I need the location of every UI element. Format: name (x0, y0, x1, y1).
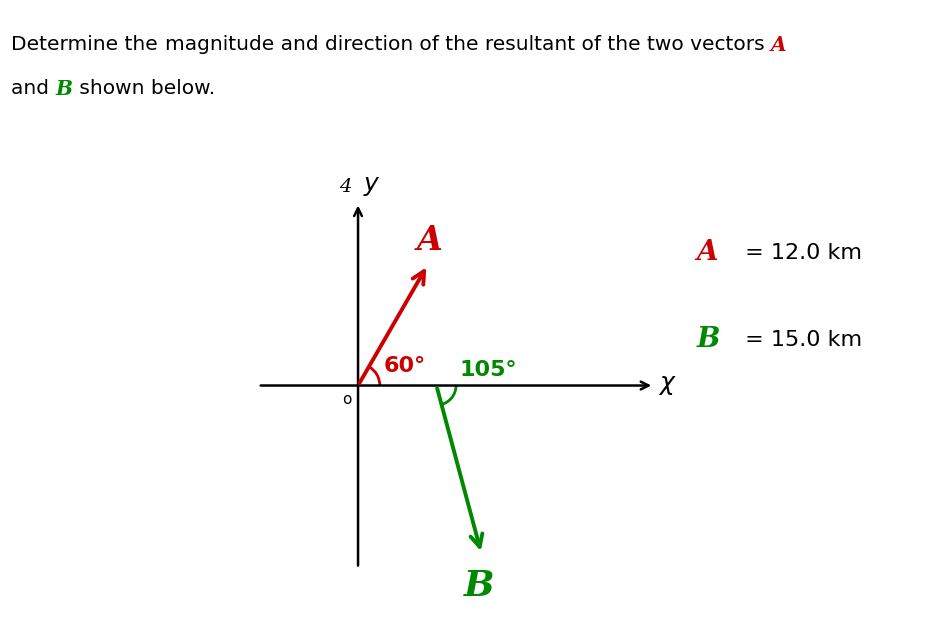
Text: and: and (11, 79, 56, 98)
Text: o: o (342, 392, 352, 407)
Text: = 12.0 km: = 12.0 km (738, 243, 863, 263)
Text: of the resultant of the two vectors: of the resultant of the two vectors (412, 35, 770, 54)
Text: 60°: 60° (383, 356, 426, 376)
Text: = 15.0 km: = 15.0 km (738, 330, 863, 349)
Text: $\chi$: $\chi$ (658, 374, 677, 397)
Text: B: B (464, 569, 495, 603)
Text: shown below.: shown below. (73, 79, 215, 98)
Text: A: A (417, 224, 443, 257)
Text: B: B (696, 326, 720, 353)
Text: 105°: 105° (459, 360, 517, 380)
Text: A: A (696, 240, 718, 266)
Text: Determine the: Determine the (11, 35, 164, 54)
Text: $y$: $y$ (363, 175, 381, 198)
Text: A: A (770, 35, 787, 55)
Text: magnitude and direction: magnitude and direction (164, 35, 412, 54)
Text: 4: 4 (339, 178, 352, 196)
Text: B: B (56, 79, 73, 99)
